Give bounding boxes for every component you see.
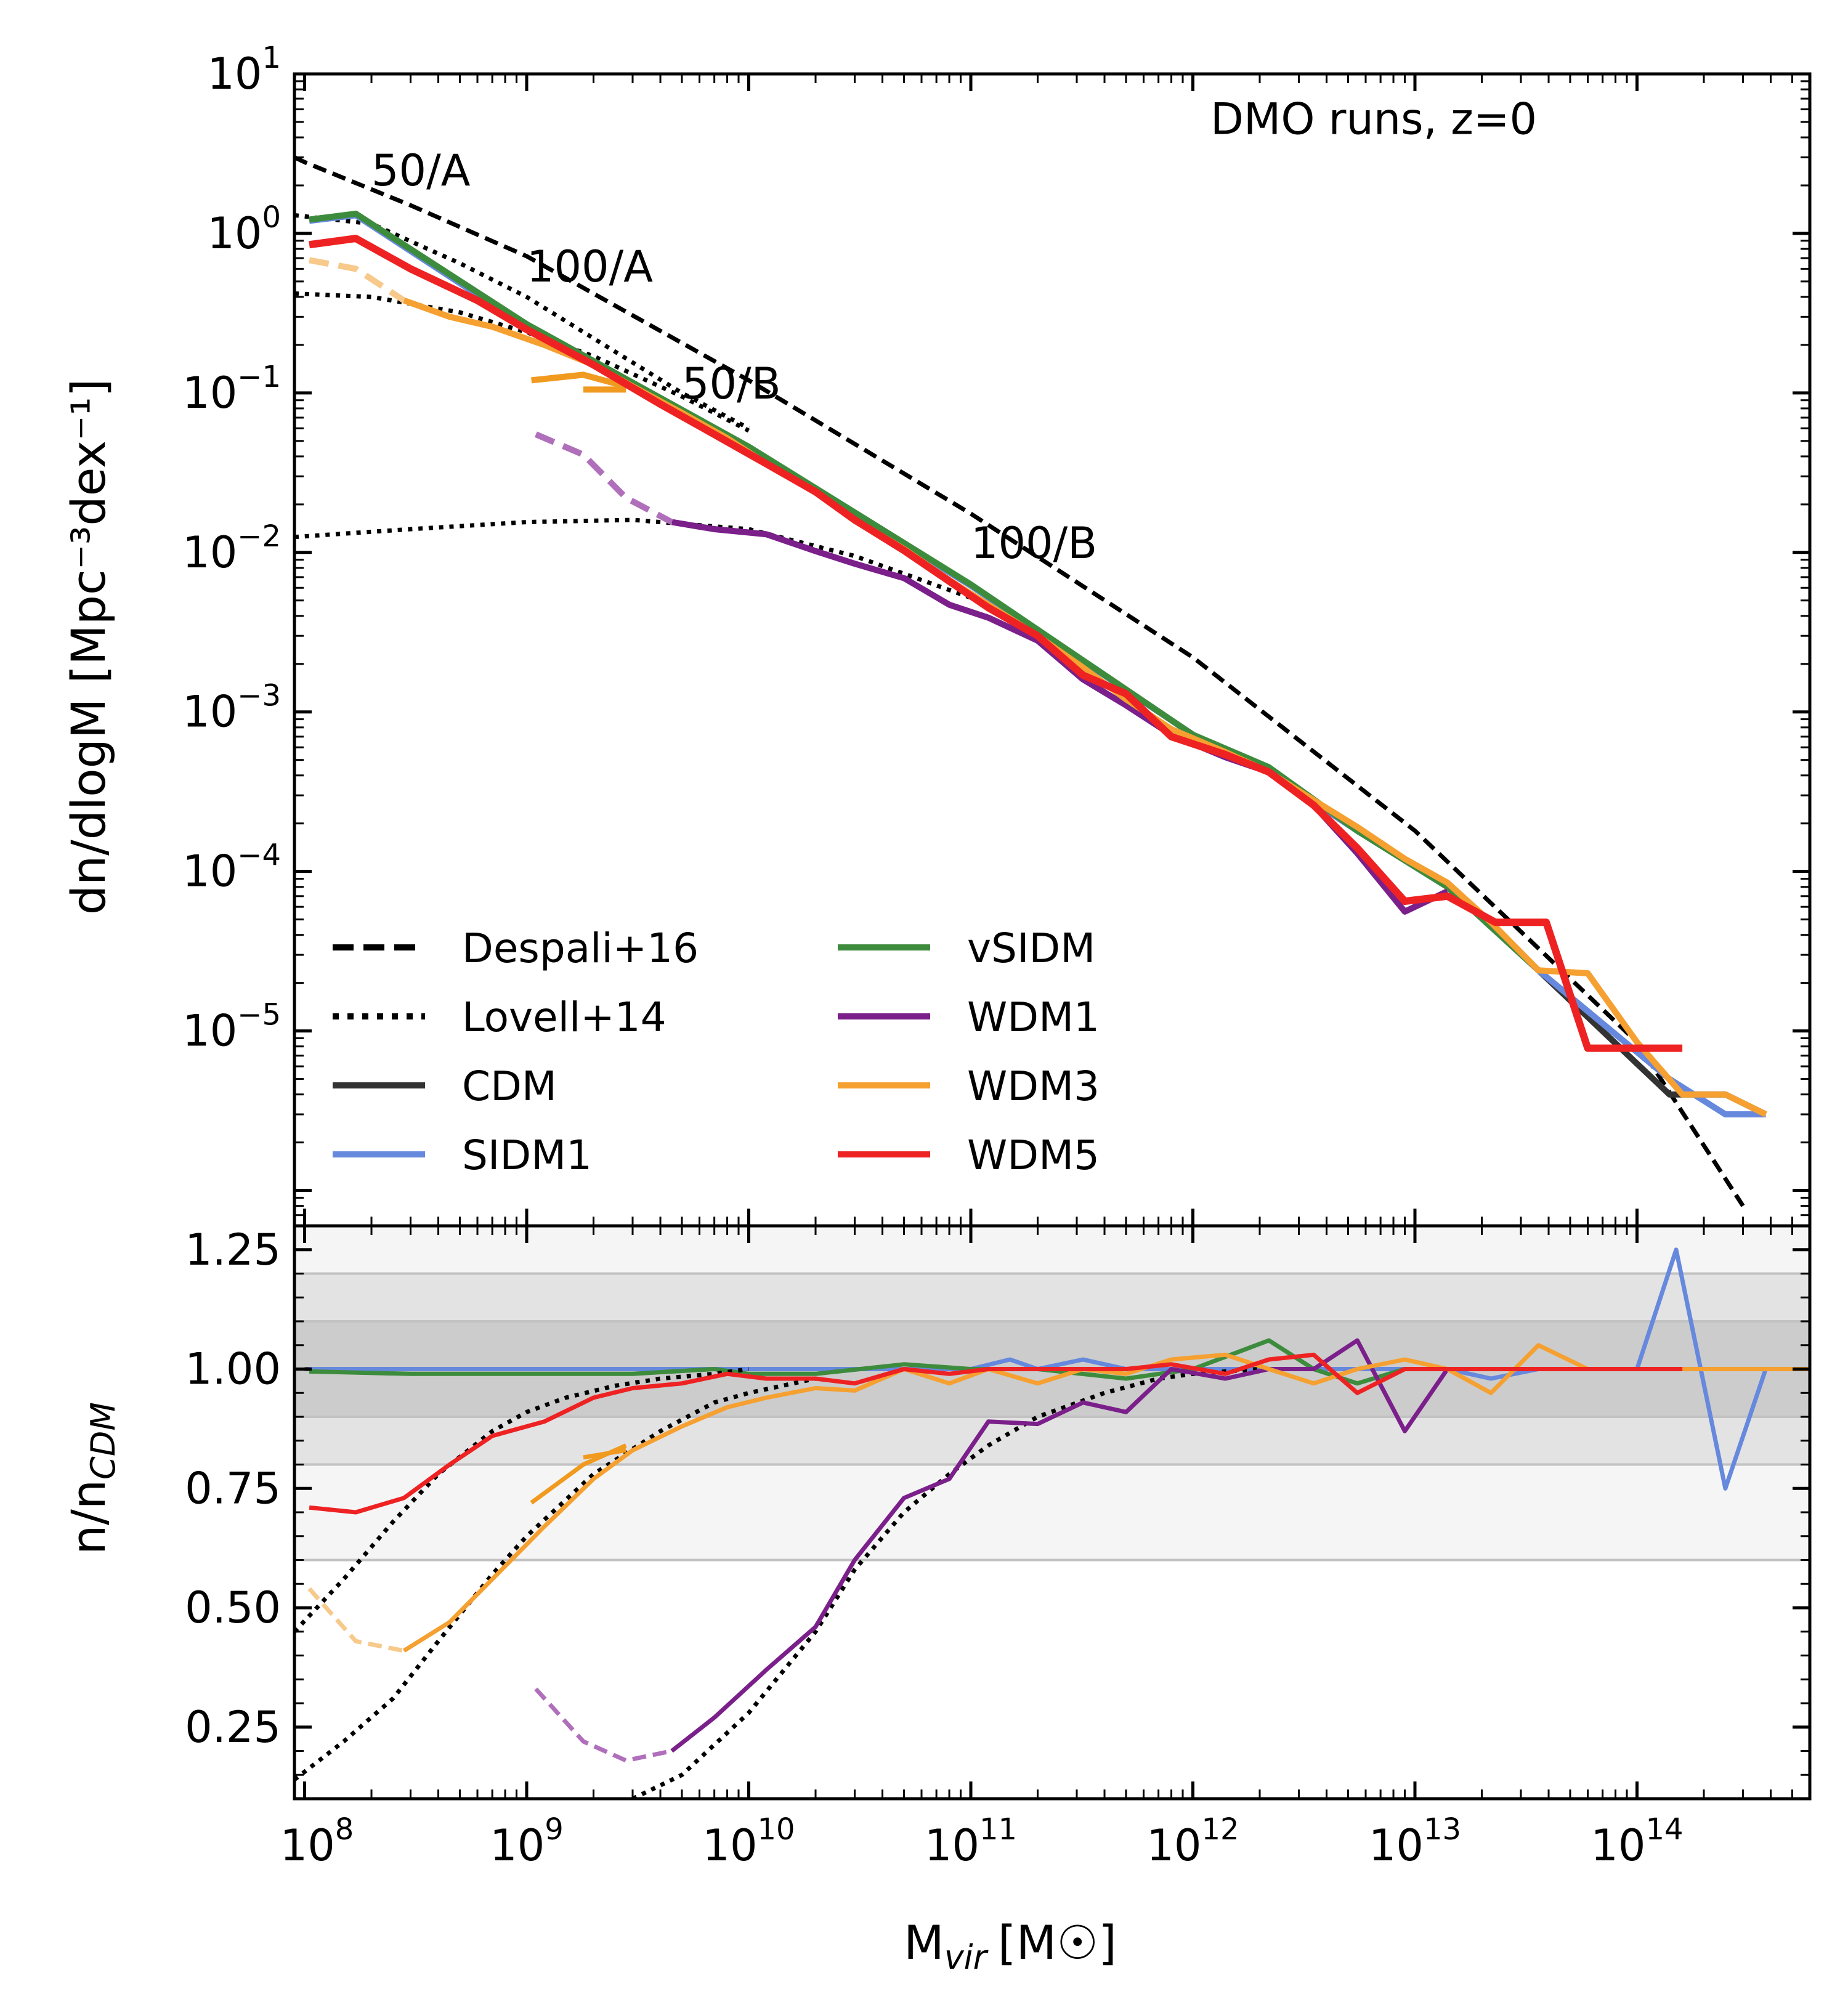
top-ytick-base: 10 [182,527,237,578]
top-y-axis-label: dn/dlogM [Mpc⁻³dex⁻¹] [61,379,116,915]
top-ytick-base: 10 [182,1006,237,1056]
annotation-100-b: 100/B [971,518,1097,569]
legend-label-vsidm: vSIDM [967,925,1095,972]
legend-label-wdm1: WDM1 [967,994,1100,1041]
bottom-ytick-label: 1.25 [185,1225,281,1275]
bottom-series-wdm1-unresolved [534,1687,673,1763]
xtick-label: 1013 [1369,1812,1461,1871]
bottom-series-lovell-14-wdm5 [294,1367,749,1634]
top-ytick-base: 10 [207,49,262,99]
top-series-wdm1-unresolved [534,431,673,525]
top-series-lovell-14-wdm1 [294,517,972,600]
annotation-50-a: 50/A [371,145,471,196]
top-ytick-label: 100 [207,200,281,259]
top-series-lovell-14-wdm5 [294,213,750,431]
top-series-wdm3-50-b [531,371,627,390]
x-label-unit: [M☉] [998,1915,1117,1970]
top-ytick-exp: −1 [237,360,281,394]
x-axis-label: Mvir [M☉] [904,1915,1117,1977]
xtick-exp: 13 [1424,1812,1461,1847]
xtick-base: 10 [925,1820,979,1871]
top-plot-area [294,155,1767,1207]
legend-label-despali-16: Despali+16 [462,925,699,972]
top-series-sidm1 [309,212,1766,1117]
bottom-y-label-main: n/n [61,1480,116,1555]
xtick-base: 10 [702,1820,757,1871]
top-ytick-exp: −2 [237,519,281,554]
top-ytick-exp: −4 [237,838,281,873]
bottom-y-axis-label: n/nCDM [61,1402,123,1555]
top-ytick-base: 10 [182,687,237,737]
bottom-series-wdm3 [402,1343,1810,1653]
top-series-wdm1 [671,519,1449,915]
legend-label-lovell-14: Lovell+14 [462,994,667,1041]
top-series-despali-16 [294,155,1745,1207]
xtick-label: 1010 [702,1812,795,1871]
xtick-label: 1014 [1591,1812,1683,1871]
xtick-exp: 12 [1201,1812,1239,1847]
bottom-series-wdm3-100-b [583,1448,626,1460]
legend-label-sidm1: SIDM1 [462,1132,592,1179]
bottom-ytick-label: 0.75 [185,1463,281,1514]
bottom-series-lovell-14-wdm3 [294,1376,816,1781]
top-ytick-label: 10−5 [182,998,281,1056]
top-ytick-exp: 1 [262,41,281,75]
top-ytick-exp: −3 [237,679,281,713]
xtick-exp: 10 [757,1812,795,1847]
bottom-series-wdm1 [670,1338,1449,1753]
top-ytick-label: 10−4 [182,838,281,897]
legend-label-wdm3: WDM3 [967,1063,1100,1110]
top-ytick-exp: −5 [237,998,281,1032]
xtick-exp: 14 [1645,1812,1683,1847]
top-ytick-base: 10 [182,846,237,897]
bottom-plot-area [294,1226,1810,1799]
xtick-label: 1012 [1146,1812,1239,1871]
xtick-exp: 11 [979,1812,1017,1847]
top-ytick-label: 10−2 [182,519,281,578]
bottom-ytick-label: 0.50 [185,1583,281,1633]
xtick-exp: 9 [545,1812,564,1847]
x-label-sub: vir [944,1938,989,1977]
x-label-main: M [904,1915,944,1970]
top-series-wdm5 [309,235,1683,1052]
legend: Despali+16 Lovell+14 CDM SIDM1 vSIDM WDM1 WDM3… [333,925,1100,1179]
xtick-base: 10 [490,1820,545,1871]
annotation-100-a: 100/A [527,241,653,292]
bottom-series-lovell-14-wdm1 [631,1367,1260,1799]
top-series-wdm3-unresolved [309,257,406,303]
top-ytick-base: 10 [182,368,237,418]
legend-label-wdm5: WDM5 [967,1132,1100,1179]
xtick-label: 1011 [925,1812,1017,1871]
legend-label-cdm: CDM [462,1063,557,1110]
bottom-series-vsidm [309,1338,1406,1386]
xtick-exp: 8 [335,1812,354,1847]
top-ytick-label: 10−1 [182,360,281,418]
xtick-base: 10 [1369,1820,1424,1871]
bottom-y-label-sub: CDM [84,1402,123,1480]
top-ytick-base: 10 [207,208,262,259]
top-annotations: DMO runs, z=0 50/A 100/A 50/B 100/B [371,94,1537,569]
top-ytick-label: 10−3 [182,679,281,737]
bottom-series-wdm3-unresolved [307,1587,405,1653]
xtick-label: 108 [280,1812,354,1871]
top-ytick-label: 101 [207,41,281,99]
xtick-base: 10 [280,1820,335,1871]
bottom-series-wdm5 [309,1352,1683,1515]
top-ytick-exp: 0 [262,200,281,235]
xtick-base: 10 [1591,1820,1645,1871]
bottom-ytick-label: 1.00 [185,1344,281,1395]
annotation-dmo-runs-z-0: DMO runs, z=0 [1210,94,1537,145]
xtick-label: 109 [490,1812,564,1871]
annotation-50-b: 50/B [682,359,781,409]
xtick-base: 10 [1146,1820,1201,1871]
axis-labels: dn/dlogM [Mpc⁻³dex⁻¹] n/nCDM Mvir [M☉] [61,379,1117,1977]
bottom-ytick-label: 0.25 [185,1702,281,1753]
top-series-lovell-14-wdm3 [294,291,750,433]
